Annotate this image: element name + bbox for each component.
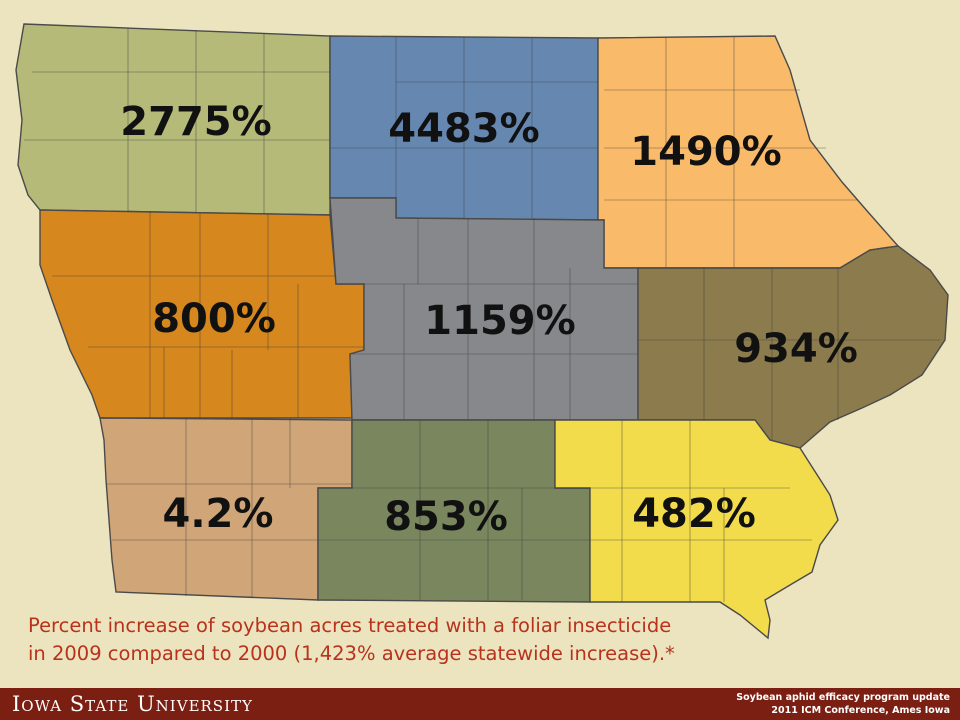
footer-note-line-1: Soybean aphid efficacy program update [736, 692, 950, 703]
map-caption: Percent increase of soybean acres treate… [28, 612, 788, 668]
region-label-west-central: 800% [152, 296, 276, 342]
region-southeast [554, 419, 839, 640]
region-label-northeast: 1490% [630, 129, 781, 175]
footer-note: Soybean aphid efficacy program update 20… [736, 691, 950, 717]
region-label-south-central: 853% [384, 494, 508, 540]
region-label-southeast: 482% [632, 491, 756, 537]
footer-note-line-2: 2011 ICM Conference, Ames Iowa [771, 705, 950, 716]
region-label-southwest: 4.2% [163, 491, 274, 537]
region-label-north-central: 4483% [388, 106, 539, 152]
region-label-northwest: 2775% [120, 99, 271, 145]
footer-bar: Iowa State University Soybean aphid effi… [0, 688, 960, 720]
caption-line-2: in 2009 compared to 2000 (1,423% average… [28, 642, 675, 665]
caption-line-1: Percent increase of soybean acres treate… [28, 614, 672, 637]
region-label-east-central: 934% [734, 326, 858, 372]
county-boundaries [24, 28, 940, 602]
region-label-central: 1159% [424, 298, 575, 344]
university-logo: Iowa State University [12, 692, 253, 716]
iowa-map: 2775% 4483% 1490% 800% 1159% 934% 4.2% 8… [15, 23, 949, 640]
